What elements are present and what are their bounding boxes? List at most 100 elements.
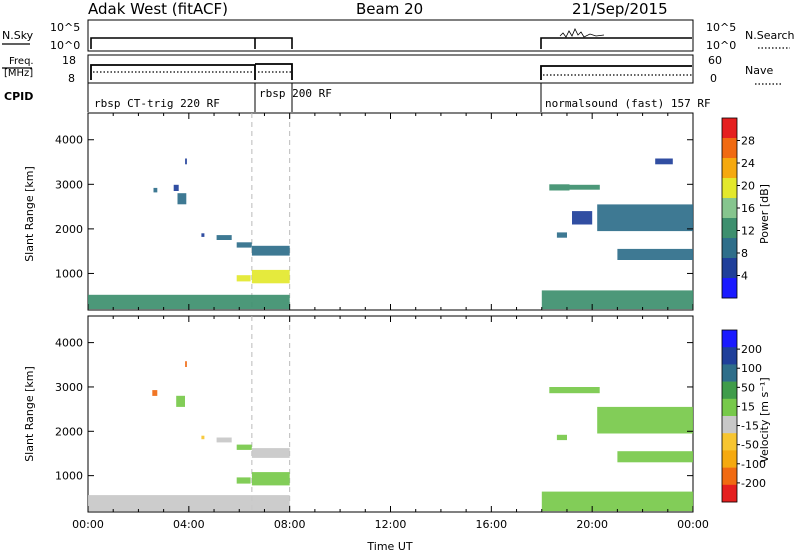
velocity-ytick-label-0: 1000 [55,470,83,483]
nsky-tick-top: 10^5 [50,21,80,34]
velocity-region-13 [597,406,693,434]
cpid-segment-3: normalsound (fast) 157 RF [545,97,711,110]
velocity-region-5 [236,444,252,450]
velocity-xtick-label-0: 00:00 [72,518,104,531]
nsky-tick-bottom: 10^0 [50,39,80,52]
velocity-colorbar-label-6: -100 [741,458,766,471]
power-region-1 [173,184,179,191]
velocity-region-4 [216,437,232,443]
velocity-xtick-label-2: 08:00 [274,518,306,531]
velocity-panel: 1000 2000 3000 4000 00:00 04:00 08:00 12:00 16:… [23,315,709,553]
power-colorbar-label-3: 16 [741,202,755,215]
power-region-14 [556,232,567,238]
velocity-colorbar-swatch-5 [722,416,737,434]
velocity-colorbar-label-5: -50 [741,439,759,452]
power-region-17 [572,211,593,225]
power-region-11 [541,290,694,310]
velocity-y-ticks: 1000 2000 3000 4000 [55,337,693,483]
velocity-colorbar-swatch-1 [722,347,737,365]
nsearch-label: N.Search [745,29,795,42]
velocity-colorbar-label-0: 200 [741,343,762,356]
power-colorbar-label-1: 24 [741,157,755,170]
velocity-region-14 [617,451,693,463]
power-colorbar-swatch-3 [722,178,737,199]
velocity-region-6 [236,477,251,484]
velocity-xtick-label-6: 00:00 [677,518,709,531]
nave-tick-top: 60 [708,54,722,67]
velocity-ytick-label-2: 3000 [55,381,83,394]
velocity-region-12 [556,434,567,441]
power-colorbar-swatch-8 [722,278,737,299]
velocity-y-axis-label: Slant Range [km] [23,366,36,462]
power-y-axis-label: Slant Range [km] [23,166,36,262]
freq-label-1: Freq. [9,56,34,67]
power-colorbar-swatch-6 [722,238,737,259]
power-data [88,113,694,310]
nsearch-tick-bottom: 10^0 [706,39,736,52]
beam-label: Beam 20 [356,0,423,18]
power-region-15 [597,204,693,232]
power-colorbar-swatch-4 [722,198,737,219]
power-region-4 [201,233,205,237]
freq-label-2: [MHz] [4,68,33,79]
power-colorbar-swatch-2 [722,158,737,179]
x-axis-label: Time UT [366,540,412,553]
velocity-colorbar: 200 100 50 15 -15 -50 -100 -200 Velocity [m s⁻¹… [721,329,771,503]
power-region-5 [216,235,232,240]
cpid-label: CPID [4,90,33,103]
velocity-colorbar-swatch-7 [722,450,737,468]
power-region-18 [655,158,673,165]
power-colorbar-swatch-7 [722,258,737,279]
velocity-ytick-label-1: 2000 [55,425,83,438]
power-region-6 [236,242,252,248]
velocity-region-7 [251,448,290,458]
velocity-region-3 [201,435,205,440]
power-ytick-label-3: 4000 [55,134,83,147]
power-colorbar-label: Power [dB] [758,184,771,244]
date-label: 21/Sep/2015 [572,0,668,18]
power-region-16 [617,248,693,260]
velocity-colorbar-swatch-3 [722,381,737,400]
velocity-region-2 [185,361,187,367]
power-region-8 [251,245,290,256]
velocity-colorbar-label-2: 50 [741,381,755,394]
power-colorbar-label-4: 12 [741,225,755,238]
nave-tick-bottom: 0 [710,72,717,85]
nave-label: Nave [745,64,773,77]
velocity-x-ticks: 00:00 04:00 08:00 12:00 16:00 20:00 00:00 [72,316,709,531]
power-colorbar: 28 24 20 16 12 8 4 Power [dB] [721,117,771,299]
velocity-colorbar-label-3: 15 [741,400,755,413]
freq-tick-top: 18 [62,54,76,67]
velocity-colorbar-swatch-4 [722,398,737,417]
nsky-panel: N.Sky 10^5 10^0 10^5 10^0 N.Search [2,19,795,52]
power-x-ticks [87,113,694,310]
power-colorbar-swatch-1 [722,138,737,159]
velocity-region-10 [541,491,694,512]
station-title: Adak West (fitACF) [88,0,228,18]
nave-trace [93,71,692,76]
power-region-12 [549,184,570,191]
power-colorbar-label-0: 28 [741,135,755,148]
cpid-segment-2: rbsp 200 RF [259,87,332,100]
freq-tick-bottom: 8 [68,72,75,85]
power-panel: 1000 2000 3000 4000 Slant Range [km] [23,112,694,311]
velocity-region-8 [251,472,290,486]
power-colorbar-swatch-5 [722,218,737,239]
power-ytick-label-2: 3000 [55,178,83,191]
velocity-colorbar-label-4: -15 [741,420,759,433]
power-y-ticks: 1000 2000 3000 4000 [55,134,693,280]
velocity-region-1 [176,395,185,407]
freq-panel: Freq. [MHz] 18 8 60 0 Nave [2,54,782,85]
cpid-segment-1: rbsp CT-trig 220 RF [94,97,220,110]
power-region-3 [185,158,187,165]
power-ytick-label-1: 2000 [55,223,83,236]
velocity-colorbar-swatch-9 [722,484,737,503]
velocity-xtick-label-1: 04:00 [173,518,205,531]
velocity-xtick-label-3: 12:00 [375,518,407,531]
velocity-ytick-label-3: 4000 [55,337,83,350]
nsky-noise [559,28,605,38]
freq-trace [90,63,692,80]
velocity-data [88,316,694,512]
velocity-colorbar-swatch-8 [722,467,737,486]
velocity-colorbar-swatch-6 [722,433,737,451]
